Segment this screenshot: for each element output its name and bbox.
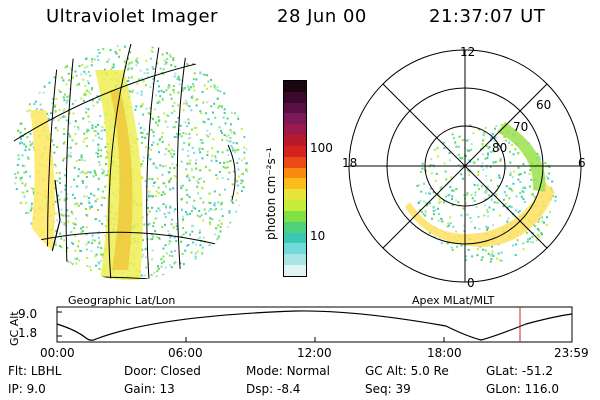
altitude-curve [56, 310, 573, 341]
colorbar-swatch [284, 243, 306, 255]
colorbar-swatch [284, 167, 306, 179]
polar-ring-60: 60 [536, 98, 552, 112]
colorbar-swatch [284, 200, 306, 211]
ip-row: IP: 9.0 [8, 382, 46, 396]
colorbar [283, 80, 307, 277]
gain-label: Gain: [124, 382, 156, 396]
geographic-map [12, 44, 248, 280]
seq-value: 39 [395, 382, 411, 396]
colorbar-swatch [284, 265, 306, 276]
ip-label: IP: [8, 382, 23, 396]
polar-grid [348, 49, 582, 283]
colorbar-swatch [284, 156, 306, 168]
apex-polar-plot [348, 49, 582, 283]
flt-label: Flt: [8, 364, 27, 378]
x-tick-2359: 23:59 [554, 346, 589, 360]
altitude-plot [56, 306, 573, 343]
mode-label: Mode: [246, 364, 283, 378]
polar-label-12: 12 [460, 45, 476, 59]
altitude-y-bottom: 1.8 [18, 326, 38, 340]
geographic-aurora-image [12, 44, 248, 280]
colorbar-swatch [284, 178, 306, 190]
glat-value: -51.2 [521, 364, 553, 378]
mode-value: Normal [286, 364, 330, 378]
colorbar-swatch [284, 113, 306, 125]
seq-label: Seq: [365, 382, 392, 396]
gain-value: 13 [159, 382, 175, 396]
date-label: 28 Jun 00 [277, 6, 367, 27]
dsp-value: -8.4 [276, 382, 301, 396]
ip-value: 9.0 [26, 382, 46, 396]
colorbar-swatch [284, 210, 306, 222]
gcalt-row: GC Alt: 5.0 Re [365, 364, 449, 378]
seq-row: Seq: 39 [365, 382, 411, 396]
colorbar-tick-10: 10 [310, 229, 326, 243]
colorbar-unit-label: photon cm⁻²s⁻¹ [264, 147, 278, 240]
colorbar-swatch [284, 135, 306, 146]
instrument-title: Ultraviolet Imager [46, 6, 218, 27]
dsp-row: Dsp: -8.4 [246, 382, 300, 396]
colorbar-swatch [284, 91, 306, 103]
flt-value: LBHL [30, 364, 62, 378]
geographic-label: Geographic Lat/Lon [68, 294, 176, 307]
dsp-label: Dsp: [246, 382, 274, 396]
altitude-y-top: 9.0 [18, 307, 38, 321]
polar-ring-70: 70 [513, 120, 529, 134]
polar-label-0: 0 [467, 276, 475, 290]
colorbar-swatch [284, 221, 306, 233]
glon-value: 116.0 [524, 382, 559, 396]
apex-aurora-image [405, 122, 557, 263]
x-tick-0000: 00:00 [40, 346, 75, 360]
gcalt-label: GC Alt: [365, 364, 407, 378]
colorbar-swatch [284, 124, 306, 136]
x-tick-1800: 18:00 [427, 346, 462, 360]
colorbar-swatch [284, 102, 306, 114]
apex-label: Apex MLat/MLT [412, 294, 495, 307]
colorbar-swatch [284, 254, 306, 266]
colorbar-tick-100: 100 [310, 141, 333, 155]
colorbar-swatch [284, 232, 306, 244]
glon-row: GLon: 116.0 [486, 382, 559, 396]
mode-row: Mode: Normal [246, 364, 330, 378]
x-tick-1200: 12:00 [297, 346, 332, 360]
door-label: Door: [124, 364, 157, 378]
glon-label: GLon: [486, 382, 521, 396]
polar-ring-80: 80 [492, 141, 508, 155]
door-value: Closed [160, 364, 201, 378]
time-label: 21:37:07 UT [429, 6, 546, 27]
flt-row: Flt: LBHL [8, 364, 61, 378]
door-row: Door: Closed [124, 364, 201, 378]
colorbar-swatch [284, 81, 306, 92]
colorbar-swatch [284, 145, 306, 157]
gcalt-value: 5.0 Re [410, 364, 449, 378]
gain-row: Gain: 13 [124, 382, 175, 396]
polar-label-18: 18 [342, 156, 358, 170]
glat-label: GLat: [486, 364, 519, 378]
colorbar-swatch [284, 189, 306, 201]
polar-label-6: 6 [578, 156, 586, 170]
x-tick-0600: 06:00 [168, 346, 203, 360]
glat-row: GLat: -51.2 [486, 364, 553, 378]
